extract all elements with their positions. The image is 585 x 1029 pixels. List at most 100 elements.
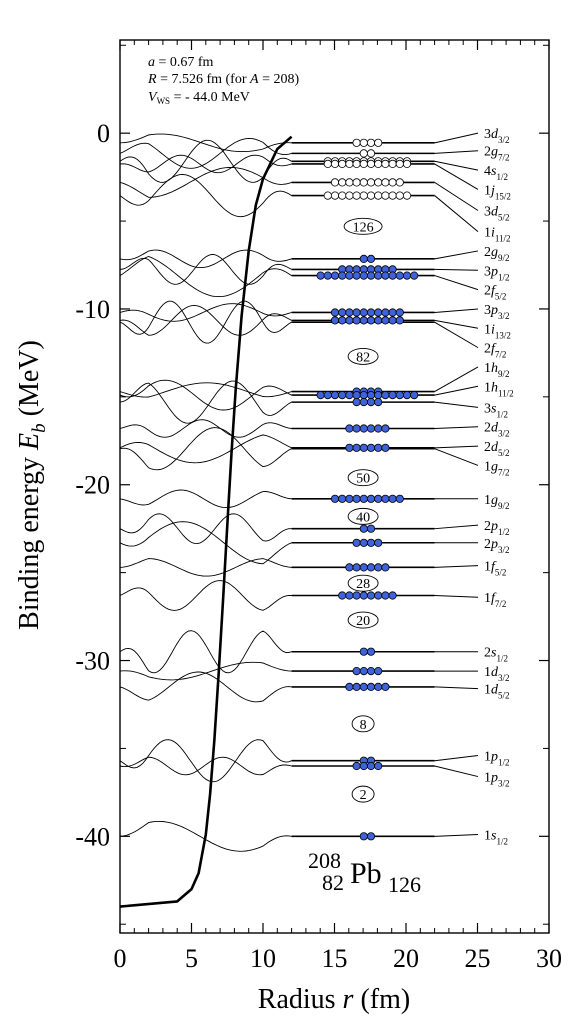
level-label: 3s1/2 bbox=[484, 401, 508, 419]
nucleon-marker bbox=[330, 271, 340, 280]
nucleon-marker bbox=[366, 308, 376, 317]
nucleon-marker bbox=[395, 191, 404, 200]
nucleon-marker bbox=[366, 682, 376, 692]
y-tick-label: -30 bbox=[75, 647, 110, 676]
nucleon-marker bbox=[388, 178, 397, 187]
nucleon-marker bbox=[366, 443, 376, 452]
level-connector bbox=[434, 385, 479, 396]
nucleon-marker bbox=[352, 390, 361, 400]
nucleon-marker bbox=[352, 538, 361, 547]
nucleon-marker bbox=[323, 271, 332, 280]
nucleon-marker bbox=[374, 308, 383, 317]
nucleon-marker bbox=[330, 494, 340, 503]
nucleon-marker bbox=[381, 159, 390, 168]
magic-number-label: 8 bbox=[360, 718, 367, 733]
nucleon-marker bbox=[366, 647, 376, 656]
level-connector bbox=[434, 195, 479, 232]
magic-number-label: 2 bbox=[360, 788, 367, 803]
nucleon-marker bbox=[330, 390, 340, 400]
level-connector bbox=[434, 686, 479, 690]
level-label: 2s1/2 bbox=[484, 646, 508, 664]
y-tick-label: 0 bbox=[97, 119, 110, 148]
nucleon-marker bbox=[366, 524, 376, 533]
level-label: 1h11/2 bbox=[484, 380, 514, 398]
nucleon-marker bbox=[345, 494, 354, 503]
nucleon-marker bbox=[388, 191, 397, 200]
level-label: 1d5/2 bbox=[484, 683, 510, 701]
nucleon-marker bbox=[410, 390, 419, 400]
wavefunction-1i-13-2 bbox=[119, 304, 292, 336]
level-connector bbox=[434, 275, 479, 291]
level-connector bbox=[434, 268, 479, 271]
magic-number-label: 50 bbox=[356, 472, 370, 487]
nucleon-marker bbox=[352, 308, 361, 317]
nucleon-marker bbox=[395, 316, 404, 325]
nucleon-marker bbox=[338, 316, 347, 325]
wavefunction-3p-3-2 bbox=[119, 303, 292, 322]
nucleon-marker bbox=[359, 271, 368, 280]
nucleon-marker bbox=[374, 178, 383, 187]
nucleon-marker bbox=[316, 390, 325, 400]
level-connector bbox=[434, 448, 479, 466]
level-label: 2p1/2 bbox=[484, 519, 510, 537]
level-label: 2p3/2 bbox=[484, 537, 510, 555]
level-connector bbox=[434, 308, 479, 313]
wavefunction-1p-1-2 bbox=[119, 739, 292, 783]
wavefunction-1h-11-2 bbox=[119, 379, 292, 411]
nucleon-marker bbox=[366, 159, 376, 168]
nucleon-marker bbox=[359, 159, 368, 168]
level-connector bbox=[434, 594, 479, 598]
magic-number-badge bbox=[347, 611, 379, 629]
nucleon-marker bbox=[374, 591, 383, 600]
nucleon-marker bbox=[366, 538, 376, 547]
nucleon-marker bbox=[366, 271, 376, 280]
nucleon-marker bbox=[359, 390, 368, 400]
nucleon-marker bbox=[395, 390, 404, 400]
nucleon-marker bbox=[381, 316, 390, 325]
nucleon-marker bbox=[381, 682, 390, 692]
nucleon-marker bbox=[359, 666, 368, 676]
nucleon-marker bbox=[374, 138, 383, 147]
nucleon-marker bbox=[352, 424, 361, 433]
level-label: 1p1/2 bbox=[484, 750, 510, 768]
nucleon-marker bbox=[359, 316, 368, 325]
potential-curve bbox=[119, 135, 293, 908]
nucleon-marker bbox=[359, 149, 368, 158]
nucleon-marker bbox=[359, 761, 368, 771]
magic-number-badge bbox=[347, 347, 379, 365]
wavefunction-2f-5-2 bbox=[119, 256, 292, 298]
nucleon-marker bbox=[345, 316, 354, 325]
y-tick-label: -10 bbox=[75, 295, 110, 324]
wavefunction-1j-15-2 bbox=[119, 154, 292, 174]
magic-number-badge bbox=[351, 785, 375, 803]
wavefunction-1d-3-2 bbox=[119, 661, 292, 681]
magic-number-badge bbox=[347, 574, 379, 592]
param-R: R = 7.526 fm (for A = 208) bbox=[147, 72, 299, 87]
nucleon-marker bbox=[323, 159, 332, 168]
wavefunction-3d-3-2 bbox=[119, 133, 292, 153]
level-connector bbox=[434, 834, 479, 837]
wavefunction-1f-7-2 bbox=[119, 580, 292, 611]
nucleon-marker bbox=[374, 159, 383, 168]
nucleon-marker bbox=[352, 271, 361, 280]
nucleon-marker bbox=[366, 397, 376, 407]
nucleon-markers bbox=[316, 138, 419, 841]
nucleon-marker bbox=[345, 591, 354, 600]
nucleon-marker bbox=[395, 271, 404, 280]
nucleon-marker bbox=[366, 591, 376, 600]
nucleon-marker bbox=[388, 308, 397, 317]
nucleon-marker bbox=[388, 271, 397, 280]
nucleon-marker bbox=[381, 308, 390, 317]
wavefunction-3p-1-2 bbox=[119, 254, 292, 285]
nucleon-marker bbox=[338, 159, 347, 168]
potential-well bbox=[119, 135, 293, 908]
wavefunction-2s-1-2 bbox=[119, 630, 292, 674]
nucleon-marker bbox=[366, 494, 376, 503]
y-axis-title: Binding energy Eb (MeV) bbox=[14, 340, 50, 630]
nuclide-charge: 82 bbox=[322, 870, 344, 895]
nucleon-marker bbox=[366, 138, 376, 147]
level-label: 2f7/2 bbox=[484, 342, 506, 360]
nucleon-marker bbox=[323, 191, 332, 200]
nuclide-mass: 208 bbox=[308, 848, 341, 873]
nucleon-marker bbox=[374, 424, 383, 433]
